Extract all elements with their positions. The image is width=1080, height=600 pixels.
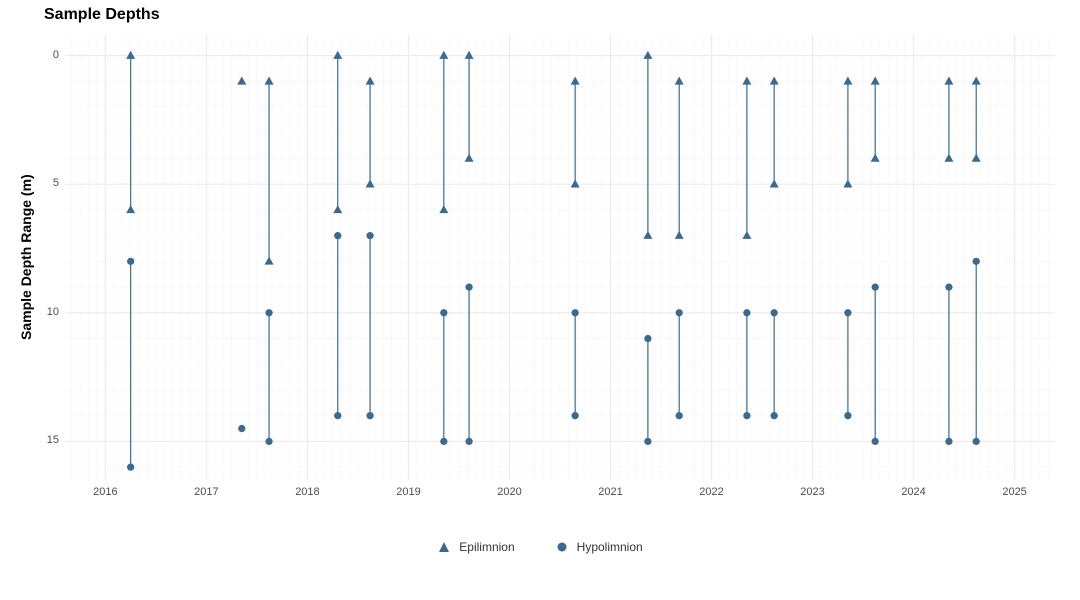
legend-label-hypolimnion: Hypolimnion [577,540,643,554]
y-axis-label: Sample Depth Range (m) [18,174,34,340]
y-tick: 15 [37,434,59,446]
x-tick: 2018 [292,486,322,498]
x-tick: 2025 [1000,486,1030,498]
legend-label-epilimnion: Epilimnion [459,540,514,554]
x-tick: 2022 [697,486,727,498]
plot-area [65,35,1055,480]
x-tick: 2016 [90,486,120,498]
x-tick: 2023 [798,486,828,498]
depth-chart: Sample Depths Sample Depth Range (m) 201… [0,0,1080,600]
triangle-icon [437,540,451,554]
y-tick: 5 [37,177,59,189]
x-tick: 2019 [393,486,423,498]
x-tick: 2021 [596,486,626,498]
x-tick: 2017 [191,486,221,498]
circle-icon [555,540,569,554]
legend-item-hypolimnion: Hypolimnion [555,540,643,554]
x-tick: 2024 [899,486,929,498]
y-tick: 10 [37,306,59,318]
y-tick: 0 [37,49,59,61]
legend-item-epilimnion: Epilimnion [437,540,514,554]
chart-title: Sample Depths [44,6,160,24]
legend: Epilimnion Hypolimnion [0,540,1080,554]
x-tick: 2020 [494,486,524,498]
